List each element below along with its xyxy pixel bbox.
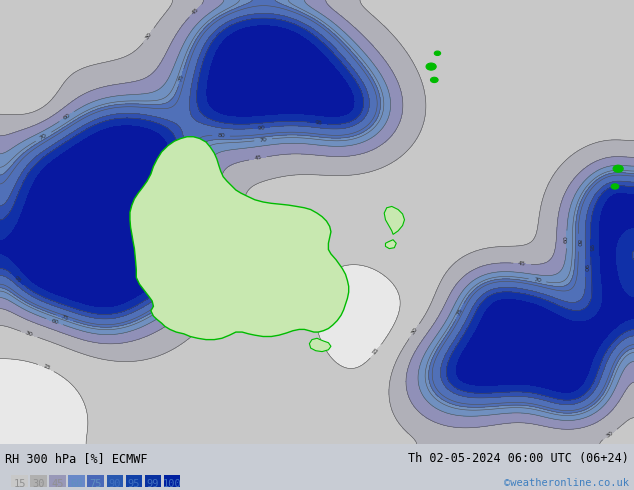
Text: 80: 80 bbox=[217, 133, 225, 139]
Text: 75: 75 bbox=[456, 307, 464, 316]
Text: 45: 45 bbox=[191, 6, 200, 16]
Text: RH 300 hPa [%] ECMWF: RH 300 hPa [%] ECMWF bbox=[5, 452, 148, 465]
Text: 100: 100 bbox=[162, 479, 181, 489]
Text: 99: 99 bbox=[146, 479, 159, 489]
Text: 95: 95 bbox=[13, 275, 22, 284]
Polygon shape bbox=[309, 338, 331, 352]
Bar bbox=[164, 475, 180, 487]
Polygon shape bbox=[385, 240, 396, 248]
Text: 60: 60 bbox=[70, 479, 83, 489]
Text: 90: 90 bbox=[257, 125, 266, 131]
Text: Th 02-05-2024 06:00 UTC (06+24): Th 02-05-2024 06:00 UTC (06+24) bbox=[408, 452, 629, 465]
Text: 30: 30 bbox=[605, 430, 614, 439]
Text: 70: 70 bbox=[259, 137, 268, 143]
Bar bbox=[87, 475, 104, 487]
Bar bbox=[49, 475, 66, 487]
Circle shape bbox=[611, 184, 619, 189]
Text: 15: 15 bbox=[42, 364, 51, 371]
Text: 75: 75 bbox=[60, 315, 69, 322]
Text: 30: 30 bbox=[410, 327, 418, 336]
Text: 45: 45 bbox=[254, 155, 262, 161]
Bar bbox=[30, 475, 47, 487]
Text: 30: 30 bbox=[32, 479, 45, 489]
Text: 30: 30 bbox=[25, 331, 34, 338]
Bar bbox=[11, 475, 28, 487]
Text: 45: 45 bbox=[51, 479, 64, 489]
Circle shape bbox=[434, 51, 441, 55]
Text: 15: 15 bbox=[372, 347, 380, 356]
Text: 15: 15 bbox=[13, 479, 26, 489]
Circle shape bbox=[613, 165, 623, 172]
Polygon shape bbox=[384, 206, 404, 234]
Text: 45: 45 bbox=[518, 261, 526, 267]
Text: 90: 90 bbox=[184, 158, 190, 167]
Bar bbox=[107, 475, 123, 487]
Text: 75: 75 bbox=[89, 479, 102, 489]
Circle shape bbox=[430, 77, 438, 83]
Text: 95: 95 bbox=[127, 479, 140, 489]
Text: 60: 60 bbox=[50, 318, 59, 325]
Circle shape bbox=[426, 63, 436, 70]
Text: 70: 70 bbox=[39, 133, 48, 141]
Bar bbox=[145, 475, 161, 487]
Text: 95: 95 bbox=[314, 121, 323, 126]
Text: 95: 95 bbox=[588, 244, 593, 252]
Text: ©weatheronline.co.uk: ©weatheronline.co.uk bbox=[504, 478, 629, 488]
Bar bbox=[126, 475, 142, 487]
Text: 70: 70 bbox=[533, 277, 542, 284]
Bar bbox=[68, 475, 85, 487]
Text: 90: 90 bbox=[583, 264, 588, 272]
Text: 90: 90 bbox=[108, 479, 121, 489]
Text: 80: 80 bbox=[576, 239, 581, 246]
Text: 30: 30 bbox=[145, 31, 153, 40]
Text: 75: 75 bbox=[178, 73, 185, 82]
Polygon shape bbox=[130, 137, 349, 340]
Text: 60: 60 bbox=[62, 112, 72, 121]
Text: 60: 60 bbox=[564, 236, 569, 244]
